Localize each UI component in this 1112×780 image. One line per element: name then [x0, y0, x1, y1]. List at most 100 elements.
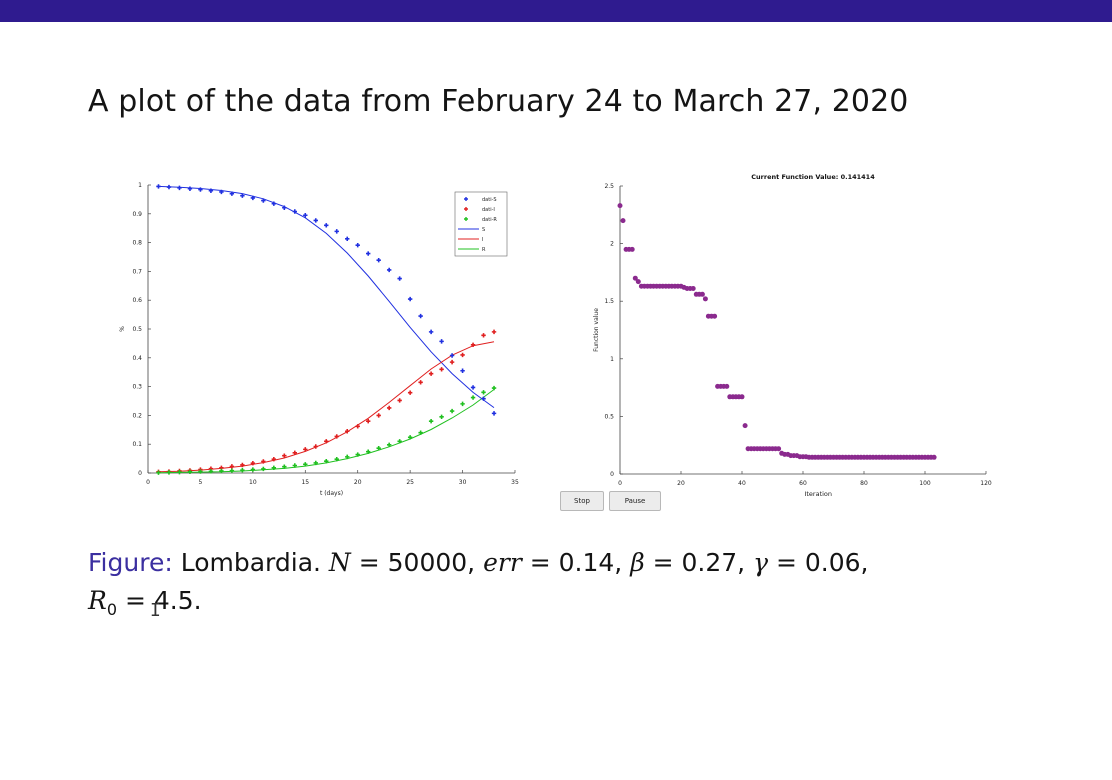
- x-tick-label: 0: [146, 479, 150, 486]
- data-point-function-value: [617, 203, 623, 209]
- data-point-function-value: [632, 275, 638, 281]
- data-point-dati-R: [303, 462, 308, 467]
- y-tick-label: 2.5: [604, 183, 614, 190]
- data-point-function-value: [724, 383, 730, 389]
- data-point-dati-S: [303, 213, 308, 218]
- y-tick-label: 1.5: [604, 298, 614, 305]
- data-point-dati-I: [407, 390, 413, 395]
- x-tick-label: 80: [860, 480, 868, 487]
- data-point-dati-S: [166, 184, 172, 190]
- data-point-dati-I: [439, 367, 444, 372]
- caption-n-value: = 50000,: [358, 548, 476, 577]
- caption-err-value: = 0.14,: [529, 548, 623, 577]
- data-point-dati-S: [418, 313, 423, 319]
- chart-title: Current Function Value: 0.141414: [751, 173, 875, 181]
- data-point-dati-S: [407, 296, 413, 302]
- y-tick-label: 0.1: [132, 441, 142, 448]
- data-point-function-value: [702, 296, 708, 302]
- data-point-dati-S: [470, 385, 476, 390]
- data-point-dati-S: [386, 267, 392, 273]
- data-point-dati-S: [355, 242, 360, 248]
- data-point-dati-S: [282, 205, 287, 210]
- data-point-dati-I: [481, 333, 486, 338]
- data-point-function-value: [931, 454, 937, 460]
- data-point-dati-S: [229, 191, 235, 196]
- slide-canvas: [0, 22, 1112, 780]
- caption-beta-symbol: β: [630, 548, 645, 577]
- caption-line-1: Figure: Lombardia. N = 50000, err = 0.14…: [88, 544, 869, 582]
- pause-button[interactable]: Pause: [609, 491, 661, 511]
- y-tick-label: 2: [610, 241, 614, 248]
- stop-button[interactable]: Stop: [560, 491, 604, 511]
- data-point-dati-I: [428, 371, 434, 376]
- caption-r0-value: 4.5.: [153, 586, 202, 615]
- data-point-dati-I: [261, 459, 266, 464]
- data-point-dati-I: [460, 352, 465, 358]
- legend-label: dati-R: [482, 217, 497, 223]
- data-point-dati-S: [439, 339, 444, 344]
- legend-label: dati-S: [482, 197, 497, 203]
- data-point-dati-S: [376, 257, 381, 263]
- caption-region: Lombardia.: [180, 548, 321, 577]
- data-point-dati-R: [187, 469, 193, 475]
- data-point-dati-R: [491, 385, 497, 391]
- data-point-function-value: [635, 279, 641, 285]
- data-point-dati-R: [292, 463, 297, 468]
- data-point-dati-R: [219, 468, 224, 474]
- data-point-dati-I: [229, 464, 235, 469]
- data-point-dati-I: [345, 429, 350, 434]
- data-point-dati-I: [250, 461, 256, 466]
- data-point-dati-I: [271, 456, 277, 462]
- x-tick-label: 30: [459, 479, 467, 486]
- data-point-function-value: [739, 394, 745, 400]
- data-point-dati-R: [156, 470, 161, 475]
- data-point-dati-R: [324, 458, 329, 464]
- caption-gamma-symbol: γ: [753, 548, 769, 577]
- data-point-dati-S: [345, 236, 350, 242]
- data-point-dati-R: [355, 452, 360, 457]
- y-axis-label: Function value: [593, 308, 600, 352]
- y-tick-label: 0.8: [132, 240, 142, 247]
- y-tick-label: 0.4: [132, 355, 142, 362]
- data-point-dati-S: [177, 185, 182, 191]
- data-point-dati-S: [428, 329, 434, 335]
- data-point-dati-I: [470, 342, 476, 348]
- data-point-function-value: [620, 218, 626, 224]
- data-point-dati-R: [439, 414, 444, 420]
- data-point-dati-R: [376, 446, 381, 451]
- data-point-function-value: [742, 423, 748, 429]
- data-point-dati-S: [187, 186, 193, 191]
- data-point-dati-R: [282, 464, 287, 469]
- data-point-function-value: [712, 313, 718, 319]
- x-tick-label: 20: [354, 479, 362, 486]
- data-point-dati-R: [229, 468, 235, 473]
- data-point-dati-I: [397, 398, 402, 403]
- x-tick-label: 0: [618, 480, 622, 487]
- data-point-dati-S: [366, 251, 371, 256]
- data-point-dati-R: [334, 456, 339, 462]
- y-tick-label: 0.5: [604, 413, 614, 420]
- x-tick-label: 120: [980, 480, 992, 487]
- data-point-dati-R: [166, 470, 172, 475]
- data-point-function-value: [629, 246, 635, 252]
- caption-gamma-value: = 0.06,: [775, 548, 869, 577]
- sir-model-chart: 0 5 10 15 20 25 30 35 0 0.1 0.2 0.3 0.4 0.5 0.6 0.7 0.8 0…: [110, 170, 530, 504]
- data-point-dati-I: [366, 418, 371, 424]
- legend-marker-dati-I: [464, 207, 468, 211]
- data-point-dati-S: [334, 229, 339, 234]
- text-cursor-icon: I: [150, 600, 161, 621]
- data-point-dati-S: [219, 189, 224, 195]
- caption-r0-symbol: R: [88, 586, 107, 615]
- caption-beta-value: = 0.27,: [652, 548, 746, 577]
- data-point-dati-R: [366, 449, 371, 454]
- data-point-dati-S: [491, 411, 497, 416]
- data-point-dati-R: [407, 435, 413, 440]
- data-point-dati-I: [386, 405, 392, 411]
- legend-marker-dati-R: [464, 217, 468, 221]
- legend-label: I: [482, 237, 483, 243]
- data-point-dati-I: [334, 434, 339, 439]
- y-tick-label: 0: [610, 471, 614, 478]
- data-point-dati-I: [491, 329, 497, 335]
- x-tick-label: 35: [511, 479, 519, 486]
